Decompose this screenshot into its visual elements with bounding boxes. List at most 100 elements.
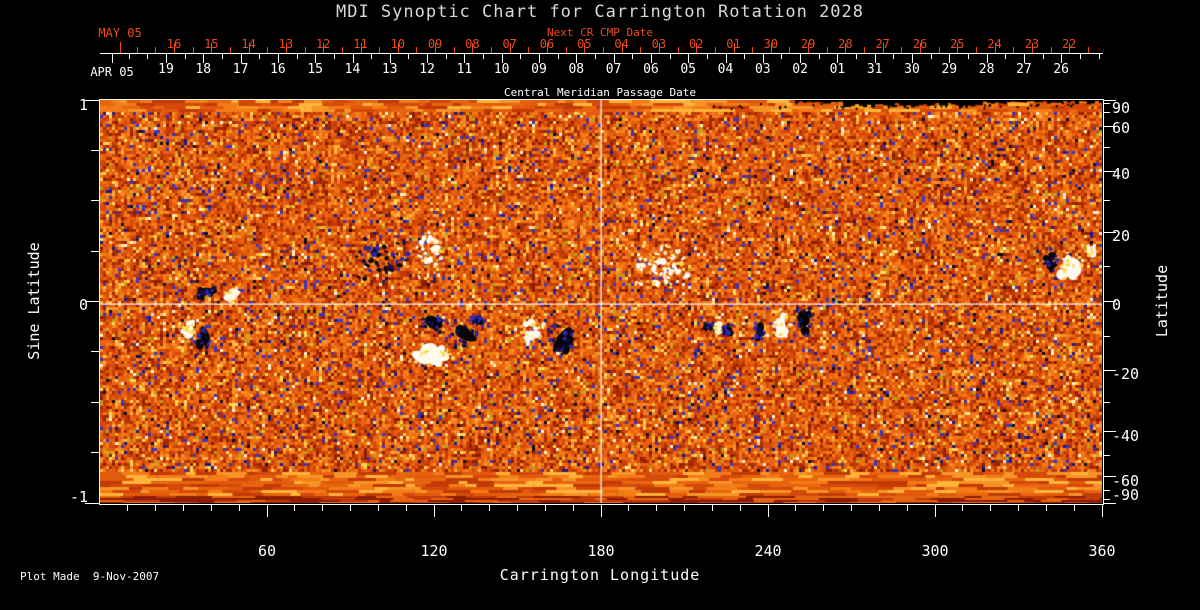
x-axis-tick [461,504,463,511]
white-date-label: 05 [680,62,697,77]
white-date-label: 12 [419,62,435,77]
white-date-tick [986,54,988,63]
left-axis-tick-label: 0 [78,296,88,314]
x-axis-tick [210,504,212,511]
white-date-tick [147,54,149,59]
white-date-tick [483,54,485,59]
left-axis-tick [85,301,99,302]
red-date-label: 30 [763,37,779,51]
white-date-label: 15 [307,62,324,77]
red-date-label: 02 [688,37,704,51]
x-axis-tick [544,504,546,511]
white-date-tick [464,54,466,63]
white-date-tick [445,54,447,59]
red-date-tick [229,47,231,53]
left-axis-tick-label: -1 [69,488,88,506]
white-date-label: 09 [531,62,547,77]
right-axis-tick-label: -20 [1112,365,1140,383]
x-axis-tick [238,504,240,511]
x-axis-tick [1073,504,1075,511]
red-date-tick [714,47,716,53]
red-date-tick [285,43,287,53]
latitude-axis-title: Latitude [1153,264,1171,338]
white-date-tick [837,54,839,63]
white-date-label: 03 [754,62,771,77]
red-date-tick [1013,47,1015,53]
right-axis-tick [1103,335,1110,337]
red-date-tick [584,43,586,53]
white-date-tick [277,54,279,63]
white-date-tick [762,54,764,63]
white-date-tick [166,54,167,63]
white-date-tick [800,54,802,63]
red-date-label: 09 [427,37,443,51]
right-axis-tick-label: 0 [1112,296,1122,314]
red-date-label: 26 [912,37,928,51]
white-date-tick [557,54,559,59]
sine-latitude-axis-title: Sine Latitude [25,242,43,360]
red-date-tick [752,47,754,53]
x-axis-tick [322,504,324,511]
white-date-tick [912,54,913,63]
red-date-tick [994,43,996,53]
red-date-label: 25 [950,37,965,51]
red-date-tick [882,43,884,53]
right-axis-tick-label: 20 [1112,227,1131,245]
red-date-tick [211,43,213,53]
white-month-tick [112,54,113,63]
white-date-tick [1042,54,1044,59]
white-date-tick [949,54,951,63]
right-axis-tick [1103,369,1116,371]
white-date-label: 31 [866,62,883,77]
left-axis-tick [91,452,99,454]
white-date-tick [501,54,503,63]
red-date-tick [472,43,474,53]
red-date-tick [341,47,343,53]
white-date-label: 19 [158,62,174,77]
red-date-tick [826,47,828,53]
x-axis-tick [934,504,936,517]
white-date-tick [352,54,354,63]
x-axis-tick-label: 120 [420,542,448,560]
x-axis-tick [433,504,435,517]
white-date-tick [520,54,522,59]
red-date-tick [602,47,604,53]
white-date-tick [576,54,578,63]
carrington-longitude-axis-title: Carrington Longitude [499,566,701,584]
red-date-tick [435,43,437,53]
white-date-label: 28 [978,62,995,77]
white-date-tick [1061,54,1063,63]
red-date-label: 12 [315,37,331,51]
x-axis-tick [572,504,574,511]
right-axis-tick [1103,301,1116,302]
red-date-tick [975,47,977,53]
chart-title: MDI Synoptic Chart for Carrington Rotati… [335,2,865,22]
white-date-label: 29 [941,62,958,77]
x-axis-tick [350,504,351,511]
white-date-tick [371,54,373,59]
red-date-label: 10 [390,37,406,51]
x-axis-tick [1101,504,1103,517]
right-axis-tick [1103,111,1110,113]
white-date-label: 17 [232,62,249,77]
right-axis-tick [1103,266,1110,267]
white-date-tick [1005,54,1007,59]
x-axis-tick [405,504,407,511]
x-axis-tick-label: 360 [1088,542,1116,560]
red-date-tick [845,43,847,53]
x-axis-tick [656,504,658,511]
red-date-tick [509,43,511,53]
white-date-tick [613,54,615,63]
white-date-tick [1023,54,1025,63]
red-date-tick [416,47,418,53]
red-date-tick [453,47,455,53]
left-axis-tick [91,149,99,151]
x-axis-tick [990,504,992,511]
red-date-tick [920,43,921,53]
red-date-tick [528,47,530,53]
red-date-tick [323,43,325,53]
red-date-tick [565,47,567,53]
right-axis-tick [1103,430,1116,432]
white-date-tick [184,54,186,59]
white-date-tick [669,54,671,59]
